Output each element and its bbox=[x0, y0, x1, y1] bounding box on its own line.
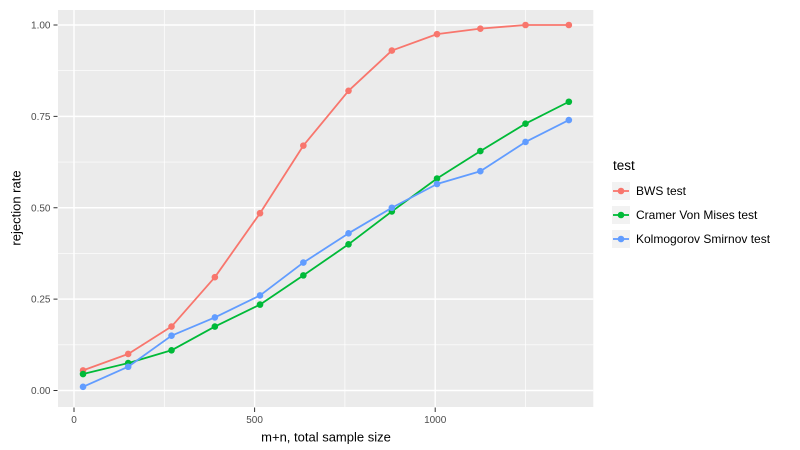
data-point bbox=[211, 323, 219, 330]
data-point bbox=[168, 332, 175, 339]
legend-label: BWS test bbox=[636, 184, 687, 198]
x-axis-title: m+n, total sample size bbox=[261, 429, 391, 445]
data-point bbox=[477, 147, 484, 155]
y-tick-label: 0.00 bbox=[31, 386, 51, 397]
data-point bbox=[388, 47, 396, 54]
x-tick-label: 500 bbox=[246, 415, 263, 426]
legend: test BWS test Cramer Von Mises test Kolmog… bbox=[612, 158, 770, 254]
data-point bbox=[124, 350, 132, 358]
panel-background bbox=[58, 10, 594, 407]
data-point bbox=[345, 230, 352, 237]
data-point bbox=[168, 323, 175, 330]
series-line bbox=[82, 119, 570, 388]
y-tick-label: 0.25 bbox=[31, 295, 51, 306]
legend-item: Cramer Von Mises test bbox=[612, 206, 770, 224]
data-point bbox=[477, 25, 484, 32]
data-point bbox=[565, 116, 573, 124]
data-point bbox=[79, 383, 87, 391]
data-point bbox=[211, 314, 219, 321]
legend-key-icon bbox=[612, 230, 630, 248]
data-point bbox=[300, 142, 307, 149]
legend-label: Kolmogorov Smirnov test bbox=[636, 232, 771, 246]
x-tick-label: 1000 bbox=[424, 415, 447, 426]
legend-item: Kolmogorov Smirnov test bbox=[612, 230, 770, 248]
data-point bbox=[388, 204, 396, 212]
y-axis-title: rejection rate bbox=[8, 170, 24, 246]
legend-key-icon bbox=[612, 182, 630, 200]
data-point bbox=[345, 87, 352, 95]
data-point bbox=[477, 167, 484, 175]
data-point bbox=[565, 21, 573, 29]
series-line bbox=[82, 24, 570, 372]
data-point bbox=[522, 138, 529, 146]
data-point bbox=[522, 21, 529, 29]
legend-key-icon bbox=[612, 206, 630, 224]
data-point bbox=[433, 180, 441, 188]
y-tick-label: 0.75 bbox=[31, 112, 51, 123]
data-point bbox=[300, 259, 307, 266]
data-point bbox=[124, 363, 132, 371]
x-tick-label: 0 bbox=[71, 415, 77, 426]
data-point bbox=[565, 98, 573, 106]
data-point bbox=[168, 346, 175, 354]
data-point bbox=[300, 272, 307, 279]
legend-title: test bbox=[613, 158, 635, 173]
data-point bbox=[433, 175, 441, 182]
data-point bbox=[211, 273, 219, 281]
y-tick-label: 0.50 bbox=[31, 203, 51, 214]
data-point bbox=[256, 301, 264, 308]
series-line bbox=[82, 100, 570, 375]
data-point bbox=[256, 292, 264, 299]
legend-item: BWS test bbox=[612, 182, 770, 200]
data-point bbox=[433, 30, 441, 38]
legend-label: Cramer Von Mises test bbox=[636, 208, 758, 222]
data-point bbox=[79, 370, 87, 378]
data-point bbox=[256, 209, 264, 217]
y-tick-label: 1.00 bbox=[31, 21, 51, 32]
data-point bbox=[345, 241, 352, 248]
legend-items: BWS test Cramer Von Mises test Kolmogorov … bbox=[612, 182, 770, 248]
data-point bbox=[522, 120, 529, 127]
